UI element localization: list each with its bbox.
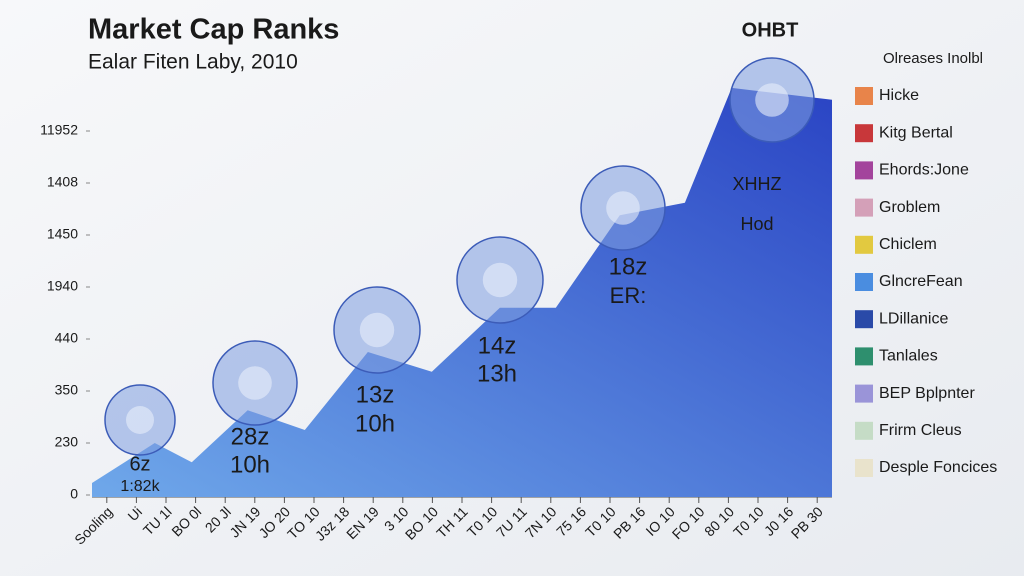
y-tick-label: 11952 xyxy=(40,122,78,138)
y-tick-label: 440 xyxy=(55,330,79,346)
icon-glyph xyxy=(359,312,395,348)
annotation: 18z xyxy=(609,253,648,280)
annotation: XHHZ xyxy=(733,174,782,194)
annotation: 13h xyxy=(477,360,517,387)
annotation: 13z xyxy=(356,381,395,408)
area xyxy=(92,87,832,497)
y-tick-label: 1940 xyxy=(47,278,78,294)
legend-swatch xyxy=(855,161,873,180)
legend-swatch xyxy=(855,384,873,403)
legend-label: BEP Bplpnter xyxy=(879,385,975,402)
annotation: 1:82k xyxy=(120,478,160,495)
y-tick-label: 1408 xyxy=(47,174,78,190)
legend-label: LDillanice xyxy=(879,310,948,327)
annotation: 10h xyxy=(230,451,270,478)
icon-glyph xyxy=(482,262,518,298)
icon-glyph xyxy=(238,366,272,400)
legend-swatch xyxy=(855,124,873,143)
icon-glyph xyxy=(755,83,789,117)
logo: OHBT xyxy=(742,19,799,41)
legend-swatch xyxy=(855,459,873,477)
legend-swatch xyxy=(855,421,873,440)
legend-label: Chiclem xyxy=(879,236,937,253)
legend-title: Olreases Inolbl xyxy=(883,50,983,67)
y-tick-label: 350 xyxy=(55,382,79,398)
y-tick-label: 1450 xyxy=(47,226,78,242)
legend-label: Desple Foncices xyxy=(879,459,997,476)
annotation: 6z xyxy=(129,453,150,475)
annotation: 10h xyxy=(355,410,395,437)
legend-swatch xyxy=(855,87,873,105)
annotation: 28z xyxy=(231,423,270,450)
legend-swatch xyxy=(855,347,873,366)
legend-swatch xyxy=(855,310,873,329)
annotation: 14z xyxy=(478,332,517,359)
legend-label: Kitg Bertal xyxy=(879,124,953,141)
legend-label: GlncreFean xyxy=(879,273,963,290)
chart-title: Market Cap Ranks xyxy=(88,14,339,46)
legend-label: Hicke xyxy=(879,87,919,104)
y-tick-label: 230 xyxy=(55,434,79,450)
legend-label: Tanlales xyxy=(879,348,938,365)
legend-label: Ehords:Jone xyxy=(879,162,969,179)
legend-swatch xyxy=(855,273,873,291)
legend-label: Groblem xyxy=(879,199,940,216)
icon-glyph xyxy=(606,191,640,225)
legend-swatch xyxy=(855,198,873,217)
annotation: Hod xyxy=(740,214,773,234)
annotation: ER: xyxy=(610,283,647,308)
icon-glyph xyxy=(126,406,154,434)
legend-label: Frirm Cleus xyxy=(879,422,962,439)
legend-swatch xyxy=(855,235,873,254)
chart-subtitle: Ealar Fiten Laby, 2010 xyxy=(88,51,298,74)
y-tick-label: 0 xyxy=(70,486,78,502)
